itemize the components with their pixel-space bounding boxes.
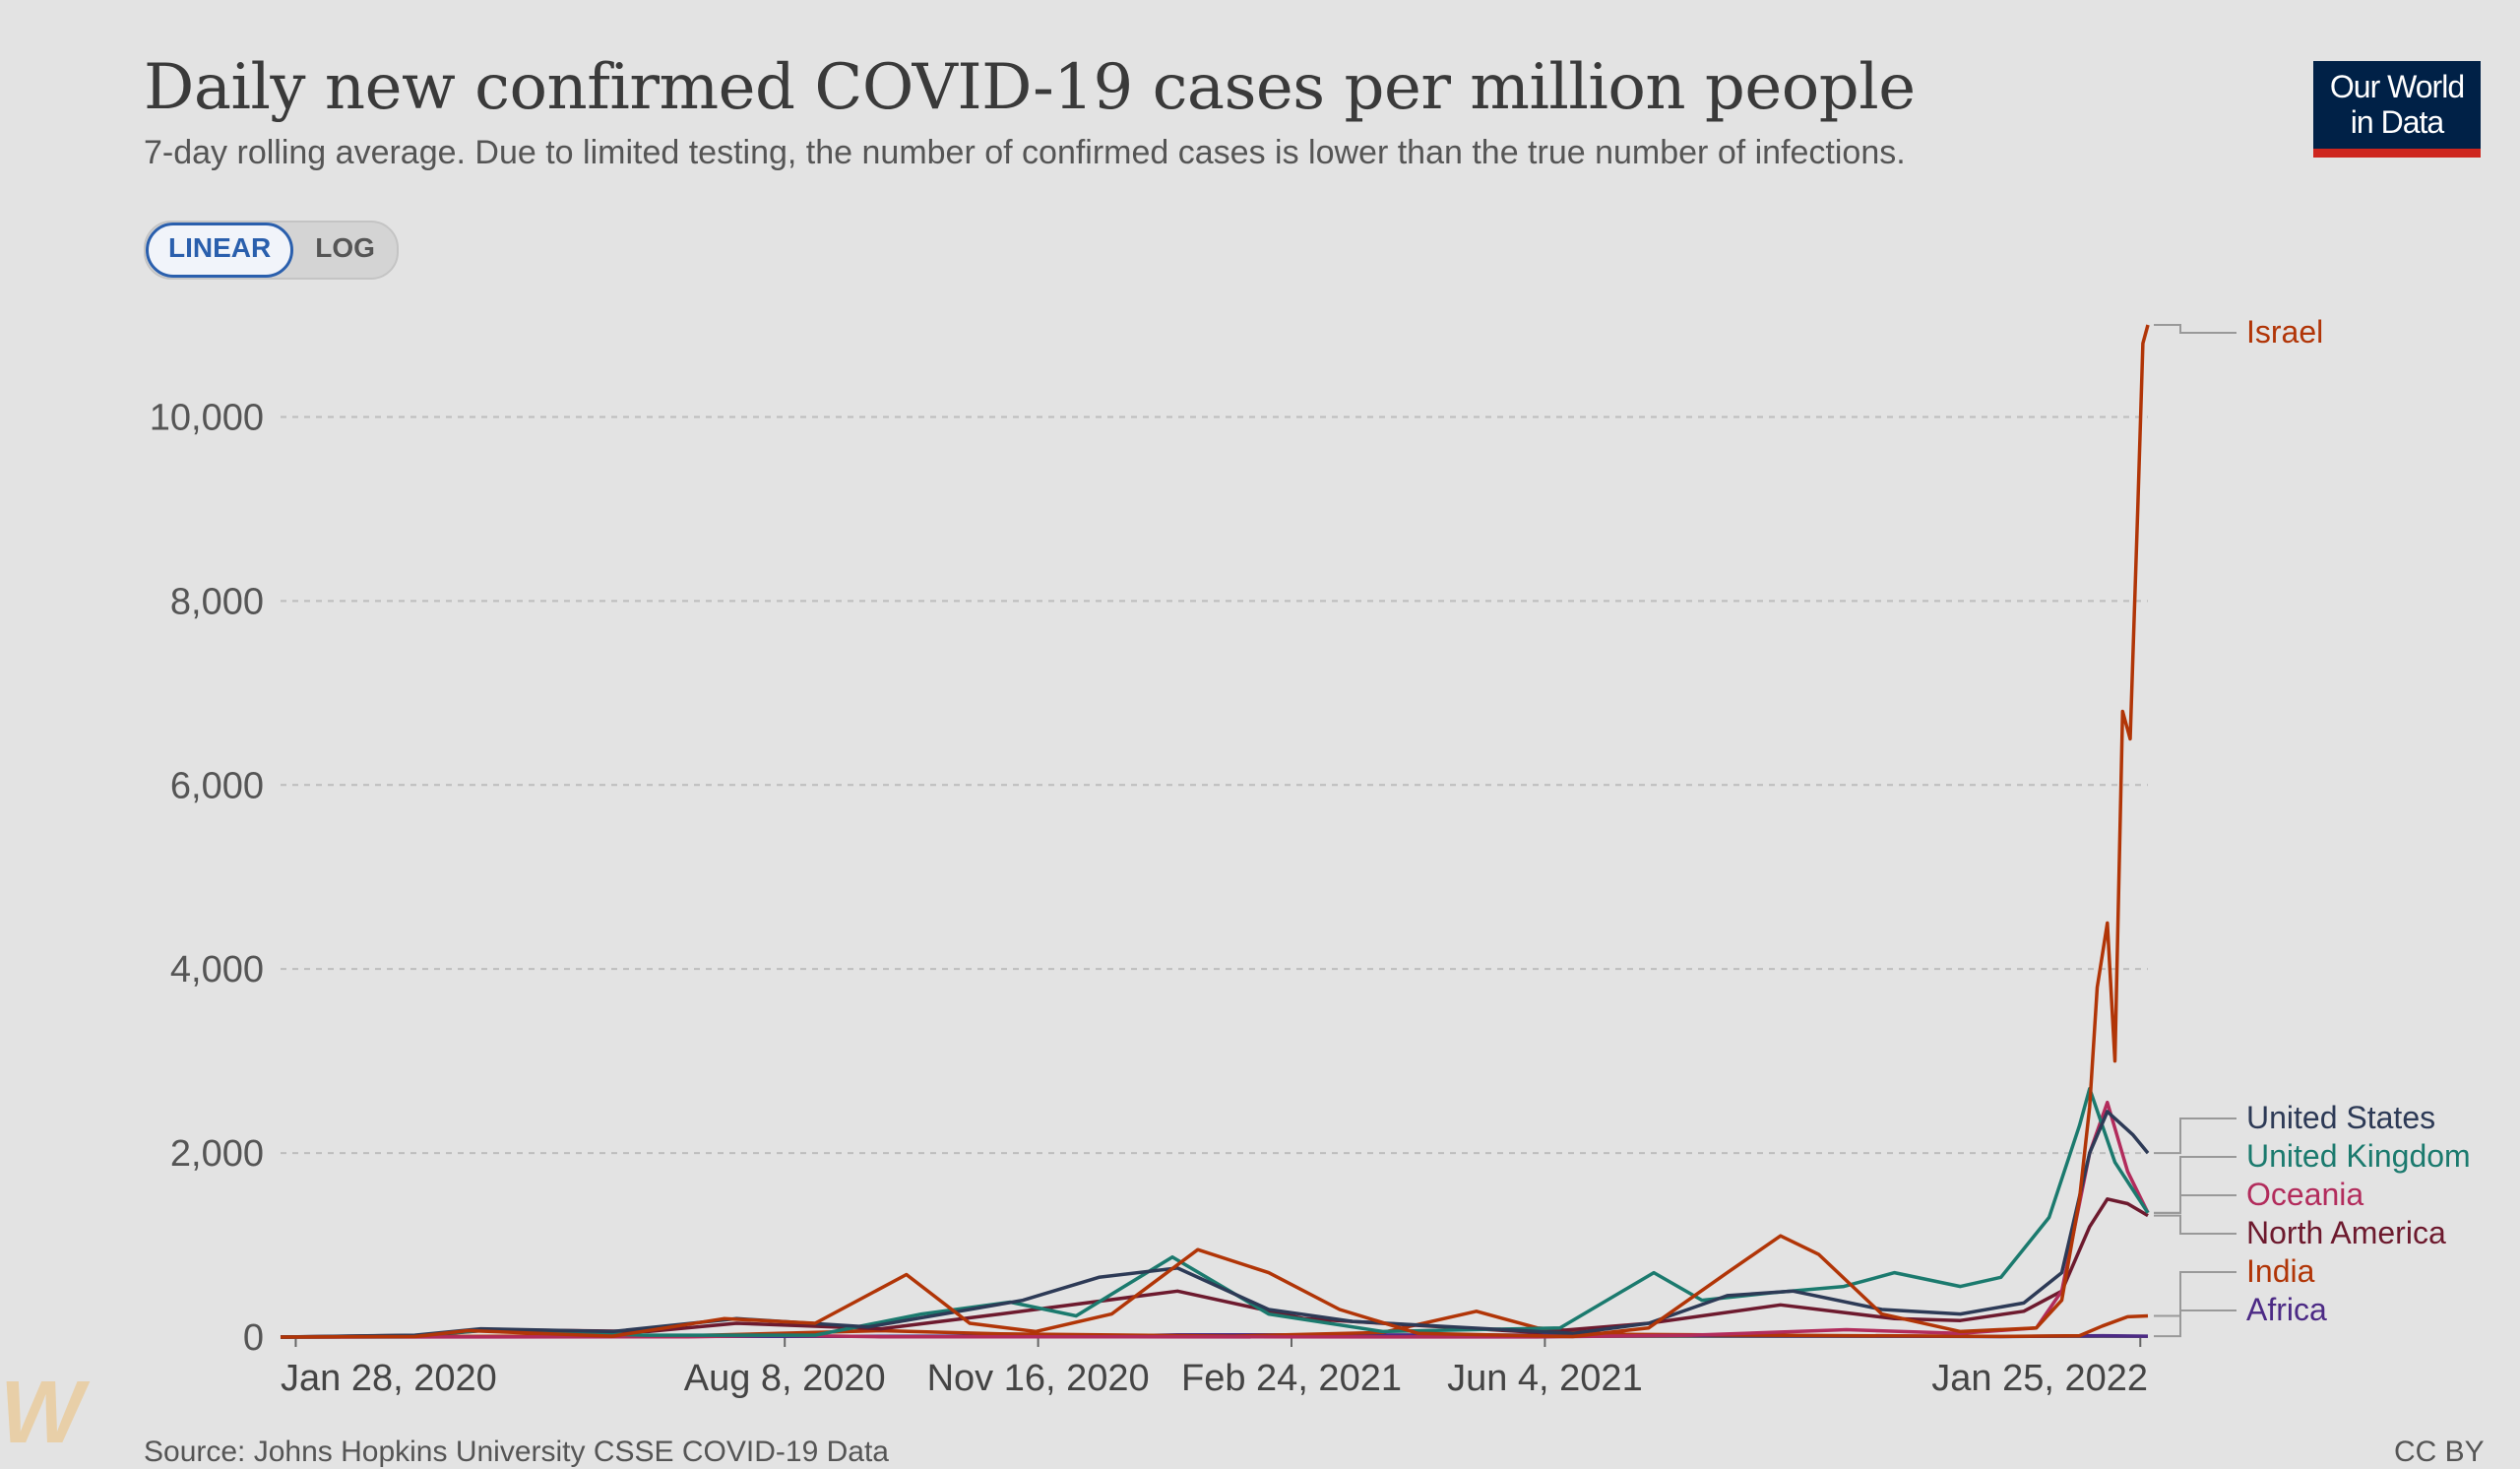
x-tick-label: Jan 28, 2020	[281, 1358, 497, 1399]
series-label-oceania[interactable]: Oceania	[2246, 1177, 2363, 1212]
grid-lines	[281, 415, 2148, 1155]
chart-subtitle: 7-day rolling average. Due to limited te…	[144, 134, 1906, 171]
x-tick-label: Jun 4, 2021	[1447, 1358, 1643, 1399]
y-tick-label: 4,000	[170, 949, 264, 990]
y-tick-label: 8,000	[170, 581, 264, 622]
series-label-india[interactable]: India	[2246, 1253, 2315, 1289]
x-tick-label: Jan 25, 2022	[1931, 1358, 2148, 1399]
logo-line-1: Our World	[2329, 69, 2465, 104]
series-label-africa[interactable]: Africa	[2246, 1292, 2327, 1327]
series-label-north-america[interactable]: North America	[2246, 1215, 2446, 1250]
label-connector-north-america	[2154, 1214, 2236, 1235]
x-tick-label: Nov 16, 2020	[927, 1358, 1150, 1399]
chart-title: Daily new confirmed COVID-19 cases per m…	[144, 51, 1916, 124]
owid-logo[interactable]: Our World in Data	[2313, 61, 2481, 158]
logo-line-2: in Data	[2350, 104, 2444, 140]
label-connector-united-kingdom	[2154, 1156, 2236, 1214]
series-label-israel[interactable]: Israel	[2246, 314, 2323, 350]
scale-toggle: LINEAR LOG	[144, 221, 399, 280]
label-connector-india	[2154, 1271, 2236, 1317]
label-connector-israel	[2154, 324, 2236, 334]
x-tick-label: Aug 8, 2020	[684, 1358, 886, 1399]
series-line-united-states[interactable]	[280, 1110, 2150, 1339]
series-line-united-kingdom[interactable]	[280, 1086, 2150, 1339]
series-label-united-kingdom[interactable]: United Kingdom	[2246, 1138, 2471, 1174]
license-note[interactable]: CC BY	[2394, 1436, 2485, 1468]
x-axis: Jan 28, 2020 Aug 8, 2020 Nov 16, 2020 Feb 2…	[281, 1336, 2148, 1399]
series-lines	[280, 324, 2150, 1339]
linear-scale-button[interactable]: LINEAR	[146, 223, 294, 278]
label-connector-oceania	[2154, 1194, 2236, 1214]
source-note: Source: Johns Hopkins University CSSE CO…	[144, 1436, 889, 1468]
label-connector-africa	[2154, 1309, 2236, 1338]
log-scale-button[interactable]: LOG	[315, 232, 375, 263]
series-line-india[interactable]	[280, 1309, 2149, 1339]
series-label-united-states[interactable]: United States	[2246, 1100, 2435, 1135]
y-tick-label: 10,000	[150, 397, 264, 438]
series-line-north-america[interactable]	[280, 1197, 2149, 1339]
y-tick-label: 2,000	[170, 1133, 264, 1175]
y-tick-label: 0	[243, 1317, 264, 1359]
watermark-logo: W	[0, 1364, 84, 1462]
label-connector-united-states	[2154, 1118, 2236, 1155]
y-tick-label: 6,000	[170, 765, 264, 806]
series-line-israel[interactable]	[280, 324, 2150, 1339]
x-tick-label: Feb 24, 2021	[1181, 1358, 1402, 1399]
y-axis: 0 2,000 4,000 6,000 8,000 10,000	[150, 397, 264, 1359]
